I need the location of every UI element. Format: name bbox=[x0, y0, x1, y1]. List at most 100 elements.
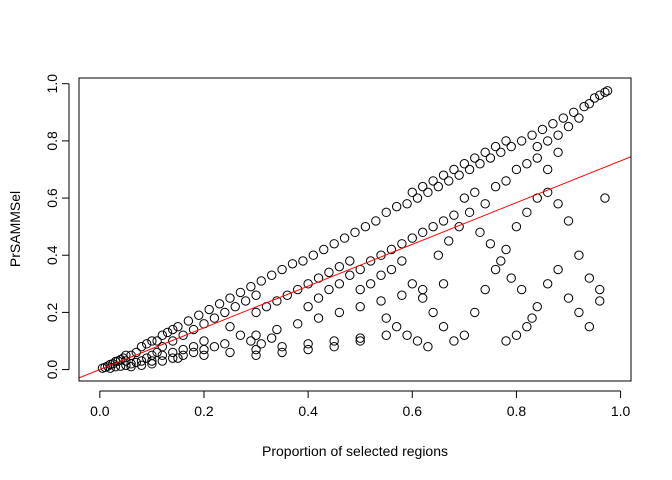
data-point bbox=[105, 363, 115, 373]
data-point bbox=[303, 279, 313, 289]
data-point bbox=[225, 293, 235, 303]
data-point bbox=[527, 130, 537, 140]
data-point bbox=[522, 159, 532, 169]
data-point bbox=[251, 290, 261, 300]
data-point bbox=[532, 301, 542, 312]
data-point bbox=[542, 136, 553, 146]
data-point bbox=[449, 336, 459, 346]
data-point bbox=[266, 333, 277, 343]
data-point bbox=[220, 339, 230, 349]
data-point bbox=[209, 342, 220, 352]
data-point bbox=[501, 176, 511, 186]
data-point bbox=[329, 239, 339, 249]
data-point bbox=[527, 313, 537, 323]
data-point bbox=[178, 344, 188, 355]
data-point bbox=[386, 244, 397, 255]
x-tick-label: 0.6 bbox=[403, 403, 423, 419]
data-point bbox=[152, 347, 162, 358]
data-point bbox=[199, 336, 209, 346]
fit-line-group bbox=[79, 156, 631, 379]
data-point bbox=[418, 284, 428, 295]
data-point bbox=[490, 264, 501, 275]
data-point bbox=[475, 227, 485, 238]
data-point bbox=[188, 342, 199, 352]
data-point bbox=[230, 301, 240, 312]
data-point bbox=[365, 279, 376, 289]
y-tick-label: 0.0 bbox=[44, 360, 60, 380]
data-point bbox=[595, 296, 605, 306]
data-point bbox=[277, 347, 287, 358]
data-point bbox=[345, 270, 355, 280]
data-point bbox=[501, 336, 511, 346]
y-tick-label: 1.0 bbox=[44, 74, 60, 94]
data-point bbox=[303, 344, 313, 355]
data-point bbox=[308, 250, 319, 260]
data-point bbox=[136, 342, 147, 352]
data-point bbox=[558, 113, 568, 123]
data-point bbox=[595, 90, 605, 100]
data-point bbox=[600, 87, 610, 97]
data-point bbox=[501, 244, 511, 255]
data-point bbox=[313, 313, 324, 323]
data-point bbox=[475, 159, 485, 169]
data-point bbox=[251, 344, 261, 355]
data-point bbox=[168, 336, 178, 346]
data-point bbox=[136, 360, 147, 370]
data-point bbox=[563, 216, 574, 226]
data-point bbox=[537, 124, 548, 135]
data-point bbox=[412, 193, 423, 203]
data-point bbox=[490, 181, 501, 192]
data-point bbox=[407, 187, 417, 198]
data-point bbox=[173, 321, 183, 332]
x-tick-label: 0.4 bbox=[298, 403, 318, 419]
data-point bbox=[454, 221, 464, 232]
data-point bbox=[397, 239, 407, 249]
data-point bbox=[574, 113, 584, 123]
data-point bbox=[381, 207, 391, 218]
data-point bbox=[407, 279, 417, 289]
data-point bbox=[553, 264, 563, 275]
data-point bbox=[584, 99, 595, 109]
data-point bbox=[548, 119, 558, 129]
data-point bbox=[386, 264, 397, 275]
data-point bbox=[235, 330, 246, 340]
data-points bbox=[97, 86, 613, 373]
data-point bbox=[324, 267, 334, 278]
y-tick-label: 0.6 bbox=[44, 188, 60, 208]
data-point bbox=[584, 321, 595, 332]
data-point bbox=[147, 359, 157, 369]
data-point bbox=[355, 284, 365, 295]
data-point bbox=[142, 339, 152, 349]
data-point bbox=[194, 310, 204, 320]
data-point bbox=[511, 330, 522, 340]
data-point bbox=[438, 170, 449, 180]
data-point bbox=[496, 147, 506, 158]
data-point bbox=[365, 256, 376, 266]
data-point bbox=[293, 319, 303, 329]
data-point bbox=[563, 293, 574, 303]
data-point bbox=[199, 350, 209, 360]
data-point bbox=[188, 347, 199, 358]
data-point bbox=[397, 256, 407, 266]
data-point bbox=[516, 136, 527, 146]
data-point bbox=[293, 284, 303, 295]
data-point bbox=[412, 336, 423, 346]
data-point bbox=[595, 284, 605, 295]
data-point bbox=[449, 164, 459, 175]
data-point bbox=[126, 362, 136, 372]
x-axis-title: Proportion of selected regions bbox=[262, 443, 448, 459]
data-point bbox=[428, 221, 438, 232]
data-point bbox=[282, 290, 292, 300]
data-point bbox=[470, 153, 480, 163]
data-point bbox=[272, 324, 282, 335]
y-tick-label: 0.8 bbox=[44, 131, 60, 151]
data-point bbox=[121, 360, 131, 370]
data-point bbox=[147, 336, 157, 346]
data-point bbox=[428, 176, 438, 186]
data-point bbox=[225, 321, 235, 332]
data-point bbox=[485, 239, 496, 249]
data-point bbox=[355, 333, 365, 343]
data-point bbox=[438, 321, 449, 332]
data-point bbox=[454, 170, 464, 180]
data-point bbox=[553, 199, 563, 209]
